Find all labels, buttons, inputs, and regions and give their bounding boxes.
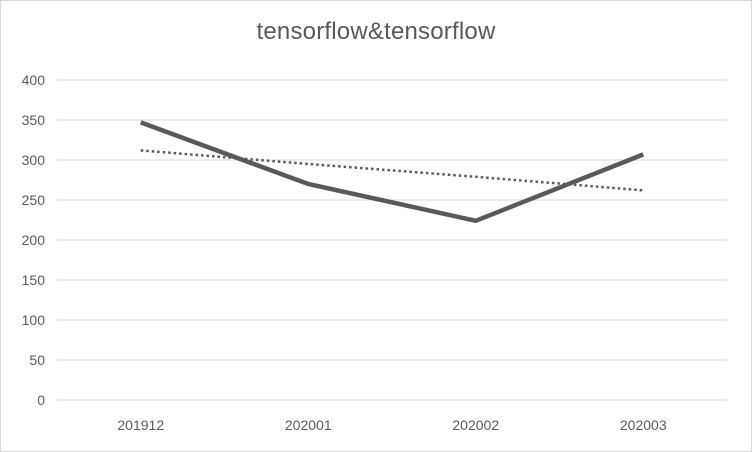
series-line-0 [139,120,645,224]
x-tick-label: 201912 [117,417,164,433]
y-tick-label: 100 [22,312,46,328]
x-tick-label: 202001 [285,417,332,433]
y-tick-label: 0 [37,392,45,408]
y-tick-label: 400 [22,72,46,88]
y-tick-label: 250 [22,192,46,208]
trendline [140,149,644,192]
series-layer [139,120,645,224]
y-axis-ticks: 0 50 100 150 200 250 300 350 400 [22,72,46,408]
y-tick-label: 350 [22,112,46,128]
gridlines [57,79,727,401]
y-tick-label: 150 [22,272,46,288]
y-tick-label: 50 [29,352,45,368]
x-tick-label: 202002 [452,417,499,433]
x-tick-label: 202003 [620,417,667,433]
x-axis-ticks: 201912 202001 202002 202003 [117,417,666,433]
chart-title: tensorflow&tensorflow [256,18,496,45]
y-tick-label: 300 [22,152,46,168]
y-tick-label: 200 [22,232,46,248]
